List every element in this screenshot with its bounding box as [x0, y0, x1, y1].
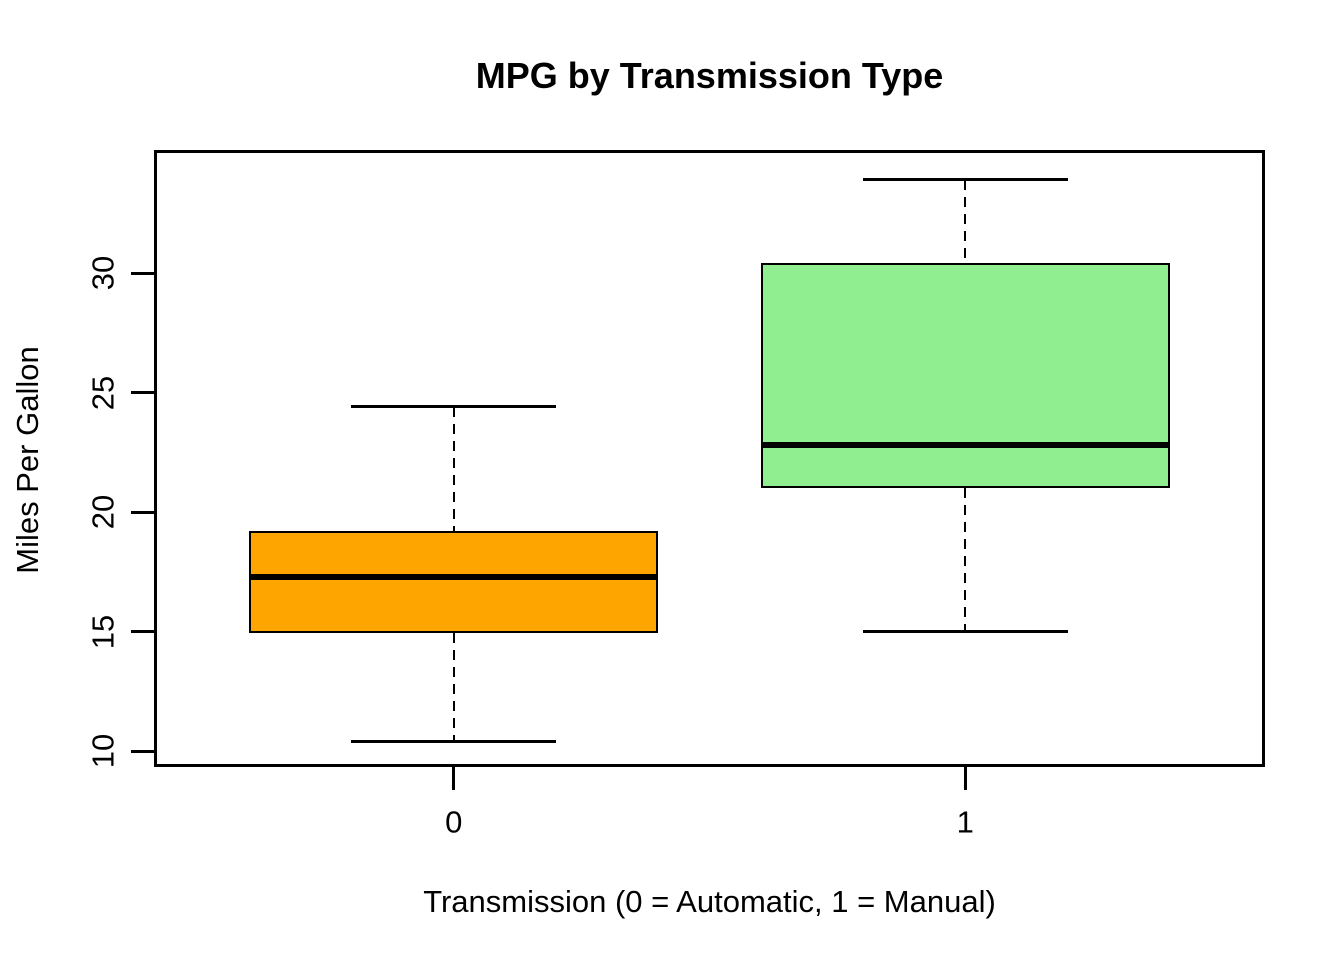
lower-whisker-cap — [862, 630, 1068, 634]
boxplot-box — [249, 531, 659, 633]
y-tick-label: 15 — [85, 614, 121, 649]
x-tick-label: 0 — [445, 804, 463, 840]
x-tick-mark — [963, 764, 967, 790]
x-tick-mark — [452, 764, 456, 790]
y-tick-label: 20 — [85, 494, 121, 530]
boxplot-box — [760, 263, 1170, 489]
y-tick-label: 25 — [85, 375, 121, 410]
y-tick-label: 10 — [85, 733, 121, 769]
y-tick-mark — [131, 391, 157, 395]
y-tick-mark — [131, 630, 157, 634]
median-line — [249, 573, 659, 580]
y-tick-label: 30 — [85, 255, 121, 291]
x-tick-label: 1 — [956, 804, 974, 840]
y-tick-mark — [131, 271, 157, 275]
x-axis-label: Transmission (0 = Automatic, 1 = Manual) — [423, 884, 996, 919]
median-line — [760, 442, 1170, 449]
y-axis-label: Miles Per Gallon — [10, 346, 45, 574]
upper-whisker-cap — [351, 405, 557, 409]
upper-whisker-cap — [862, 178, 1068, 182]
y-tick-mark — [131, 749, 157, 753]
upper-whisker-line — [452, 406, 455, 532]
lower-whisker-line — [964, 488, 967, 632]
plot-area — [154, 150, 1265, 767]
chart-title: MPG by Transmission Type — [475, 55, 944, 96]
upper-whisker-line — [964, 179, 967, 264]
lower-whisker-line — [452, 632, 455, 742]
lower-whisker-cap — [351, 740, 557, 744]
y-tick-mark — [131, 510, 157, 514]
